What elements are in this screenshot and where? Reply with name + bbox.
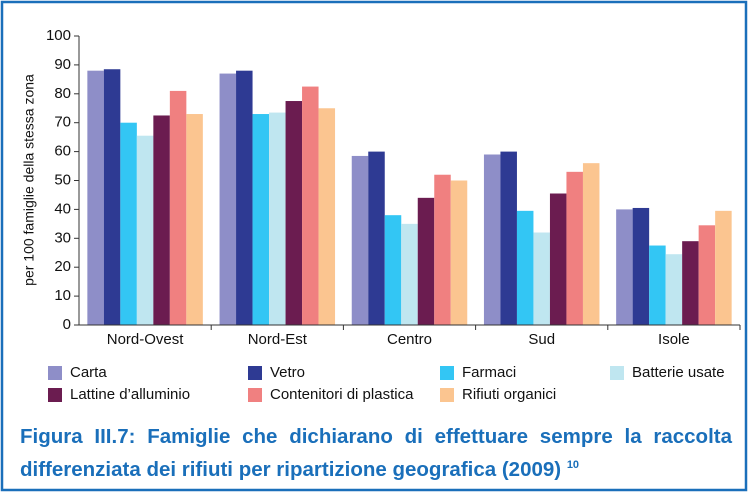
legend-swatch [248, 388, 262, 402]
y-tick-label: 0 [63, 316, 71, 333]
y-tick-label: 100 [46, 27, 71, 44]
y-tick-label: 80 [54, 85, 71, 102]
legend-swatch [248, 366, 262, 380]
y-tick-label: 60 [54, 143, 71, 160]
x-tick-label: Nord-Ovest [107, 331, 185, 348]
bar [649, 245, 666, 325]
legend-label: Rifiuti organici [462, 386, 556, 403]
y-tick-label: 20 [54, 258, 71, 275]
bar [715, 210, 732, 325]
footnote: 10 [566, 459, 580, 471]
bar [533, 232, 550, 325]
y-tick-label: 10 [54, 287, 71, 304]
bar [401, 223, 418, 325]
bar [450, 180, 468, 325]
bar [186, 114, 203, 325]
bar [698, 225, 716, 325]
bar [252, 114, 270, 325]
legend-label: Batterie usate [632, 364, 725, 381]
bar [153, 115, 170, 325]
bar [682, 241, 699, 325]
x-tick-label: Centro [387, 331, 432, 348]
bar [103, 69, 121, 325]
y-axis-label: per 100 famiglie della stessa zona [21, 74, 37, 286]
x-tick-label: Isole [658, 331, 690, 348]
bar [285, 101, 303, 326]
bar [566, 171, 583, 325]
bar [169, 90, 187, 325]
y-tick-label: 90 [54, 56, 71, 73]
bar [417, 197, 435, 325]
bar [483, 154, 501, 325]
bar [120, 122, 137, 325]
bar [384, 215, 402, 325]
legend-label: Lattine d’alluminio [70, 386, 190, 403]
y-tick-label: 50 [54, 171, 71, 188]
legend-label: Farmaci [462, 364, 516, 381]
bar [302, 86, 319, 325]
legend-label: Vetro [270, 364, 305, 381]
x-tick-label: Sud [528, 331, 555, 348]
bar [318, 108, 336, 325]
bar [549, 193, 567, 325]
bar [500, 151, 517, 325]
bar [368, 151, 385, 325]
bar [616, 209, 633, 325]
bar [582, 163, 600, 325]
bar [236, 70, 253, 326]
x-tick-label: Nord-Est [248, 331, 308, 348]
bar [516, 210, 534, 325]
y-tick-label: 40 [54, 200, 71, 217]
bar [269, 112, 286, 326]
legend-swatch [440, 388, 454, 402]
caption: Figura III.7: Famiglie che dichiarano di… [20, 422, 732, 484]
bar [434, 174, 451, 325]
y-tick-label: 70 [54, 114, 71, 131]
caption-text: Figura III.7: Famiglie che dichiarano di… [20, 425, 732, 481]
legend-swatch [48, 388, 62, 402]
bar [219, 73, 237, 325]
legend-swatch [440, 366, 454, 380]
bar [136, 135, 154, 325]
bar [632, 207, 650, 325]
bar [351, 155, 369, 325]
y-tick-label: 30 [54, 229, 71, 246]
legend-swatch [48, 366, 62, 380]
legend-label: Contenitori di plastica [270, 386, 414, 403]
legend-label: Carta [70, 364, 107, 381]
bar [665, 254, 683, 325]
legend-swatch [610, 366, 624, 380]
bar [87, 70, 104, 326]
